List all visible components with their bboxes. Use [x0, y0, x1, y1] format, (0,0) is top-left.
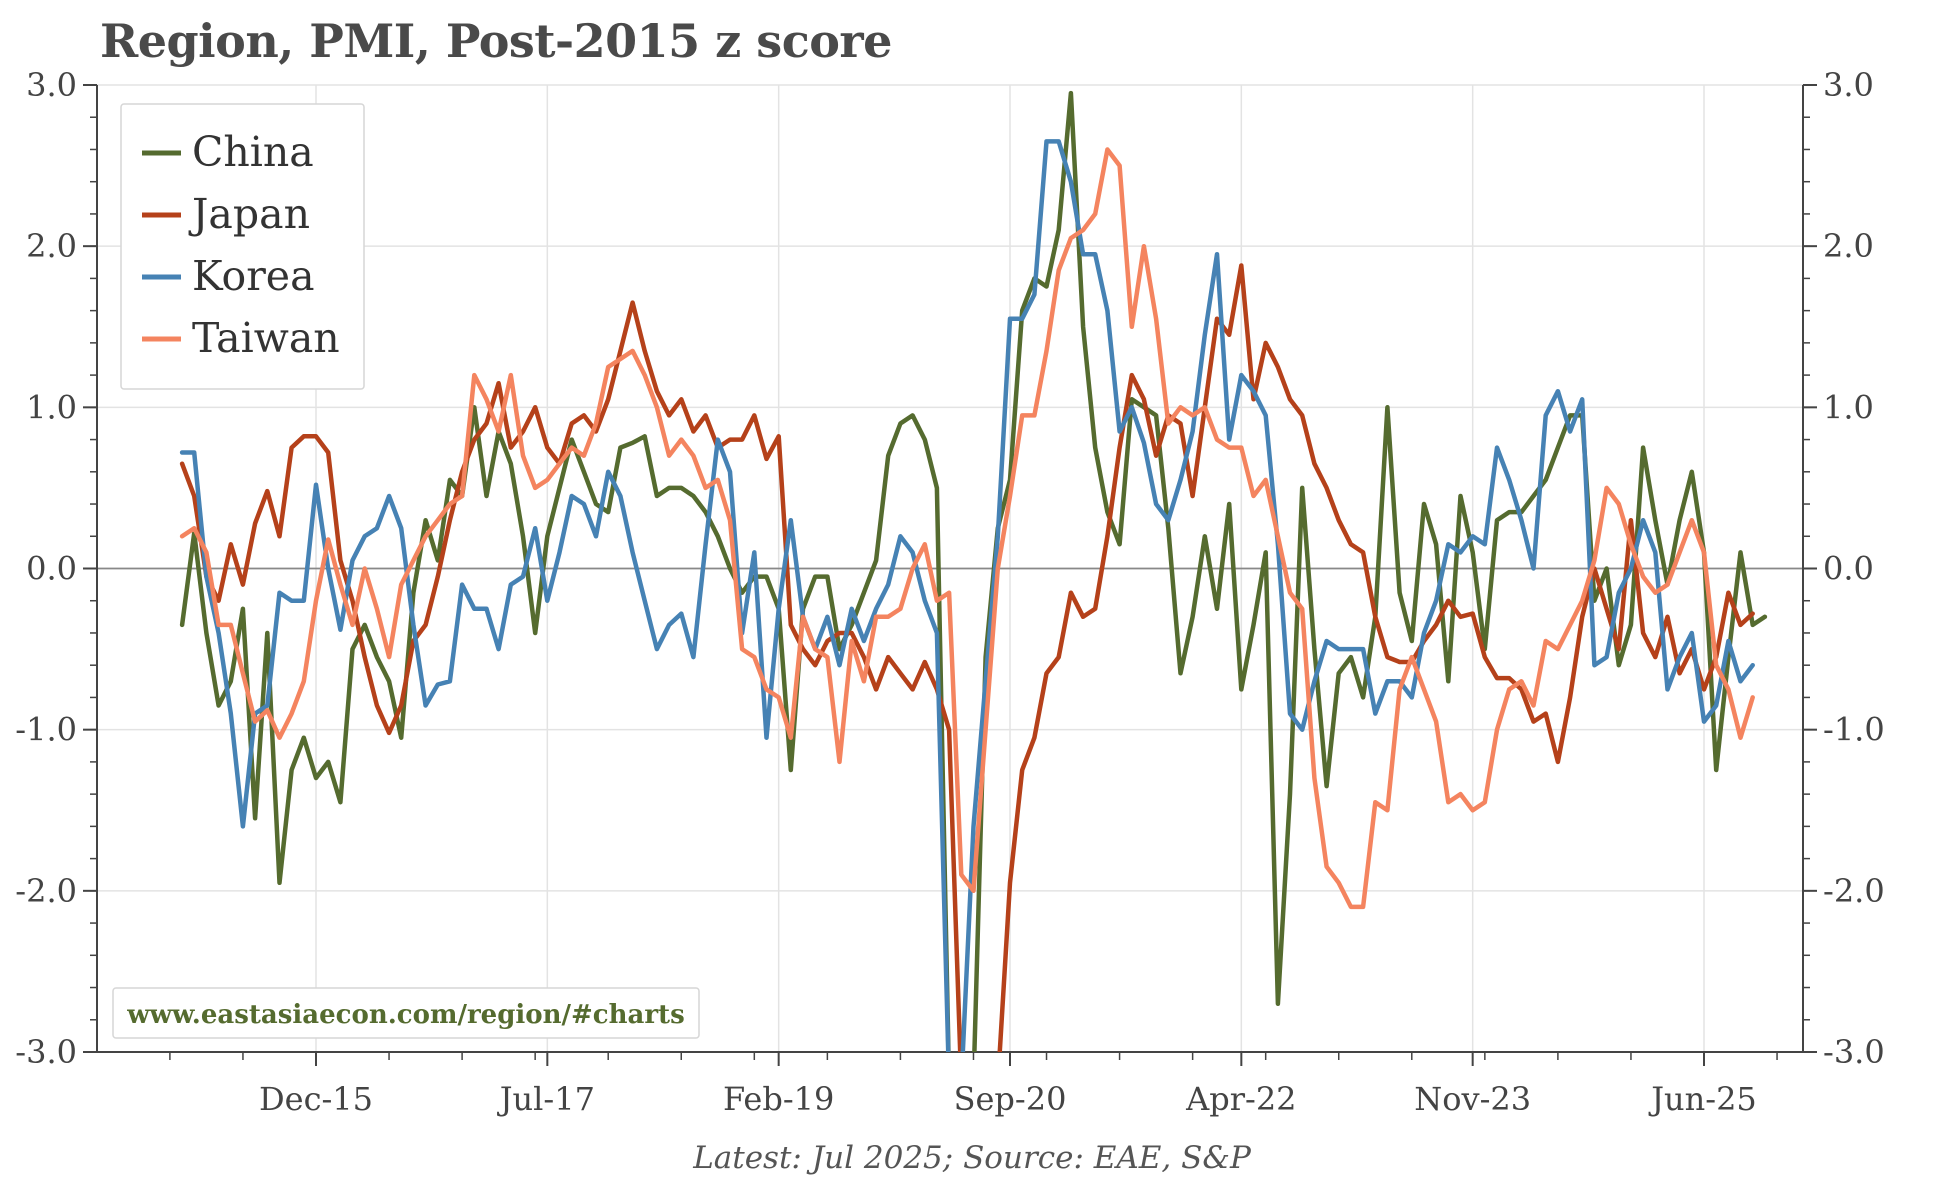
- x-tick-label: Sep-20: [954, 1080, 1067, 1118]
- watermark: www.eastasiaecon.com/region/#charts: [112, 987, 700, 1039]
- watermark-box: [112, 987, 700, 1039]
- x-tick-label: Jun-25: [1648, 1080, 1757, 1118]
- y-tick-label-right: 2.0: [1823, 227, 1874, 265]
- x-tick-label: Jul-17: [497, 1080, 595, 1118]
- series-layer: [179, 90, 1768, 1052]
- y-tick-label-right: 3.0: [1823, 66, 1874, 104]
- x-tick-label: Dec-15: [259, 1080, 373, 1118]
- y-tick-label-left: 0.0: [26, 550, 77, 588]
- y-tick-label-left: 3.0: [26, 66, 77, 104]
- series-line-taiwan: [179, 147, 1755, 910]
- series-line-japan: [179, 263, 1755, 1052]
- legend-label-china: China: [192, 128, 314, 176]
- legend-label-japan: Japan: [188, 190, 310, 238]
- y-tick-label-right: 0.0: [1823, 550, 1874, 588]
- watermark-text: www.eastasiaecon.com/region/#charts: [126, 1000, 684, 1030]
- y-tick-label-right: -3.0: [1823, 1033, 1885, 1071]
- y-tick-label-right: -2.0: [1823, 872, 1885, 910]
- chart-title: Region, PMI, Post-2015 z score: [100, 14, 892, 68]
- y-tick-label-left: -3.0: [15, 1033, 77, 1071]
- series-line-china: [179, 90, 1768, 1052]
- series-line-korea: [179, 139, 1755, 1052]
- legend: China Japan Korea Taiwan: [120, 103, 365, 390]
- y-tick-label-left: 1.0: [26, 388, 77, 426]
- legend-label-korea: Korea: [192, 252, 315, 300]
- x-tick-label: Nov-23: [1414, 1080, 1531, 1118]
- chart-footer: Latest: Jul 2025; Source: EAE, S&P: [693, 1140, 1251, 1176]
- y-tick-label-right: -1.0: [1823, 711, 1885, 749]
- y-tick-label-left: 2.0: [26, 227, 77, 265]
- axes-layer: 3.0 3.0 2.0 2.0 1.0 1.0 0.0 0.0 -1.0 -1.0 -2.0 -2.0…: [15, 66, 1884, 1118]
- legend-label-taiwan: Taiwan: [192, 314, 340, 362]
- y-tick-label-left: -1.0: [15, 711, 77, 749]
- x-tick-label: Feb-19: [723, 1080, 834, 1118]
- y-tick-label-left: -2.0: [15, 872, 77, 910]
- y-tick-label-right: 1.0: [1823, 388, 1874, 426]
- legend-box: [120, 103, 365, 390]
- x-tick-label: Apr-22: [1185, 1080, 1296, 1118]
